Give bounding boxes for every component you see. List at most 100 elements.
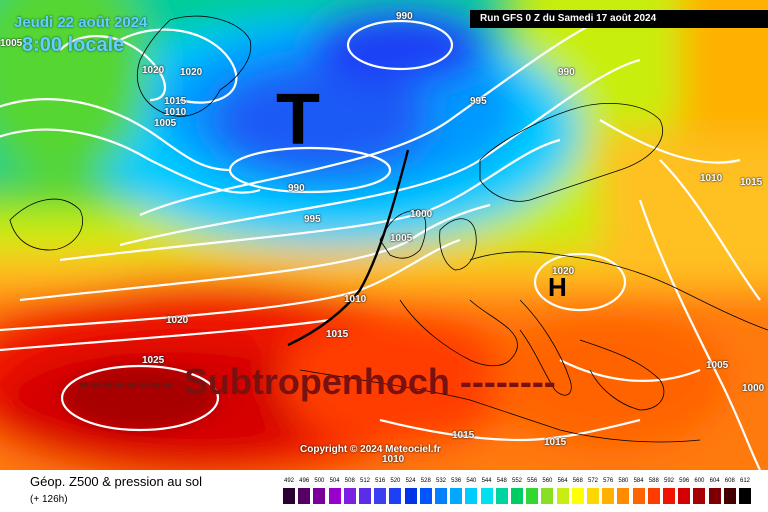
color-scale: 492 496 500 504 508 512 516 520 524 528 532 536 540 5… [282,478,756,506]
scale-swatch [359,488,371,504]
isobar-label: 1010 [382,454,405,465]
scale-swatch [419,488,432,504]
scale-swatch [465,488,478,504]
scale-label: 600 [694,478,705,484]
scale-swatch [511,488,523,504]
scale-label: 516 [375,478,386,484]
copyright: Copyright © 2024 Meteociel.fr [300,444,441,455]
scale-swatch [678,488,691,504]
isobar-label: 990 [396,11,413,22]
scale-label: 512 [359,478,370,484]
scale-label: 500 [314,478,325,484]
scale-swatch [541,488,554,504]
isobar-label: 1005 [390,233,413,244]
isobar-label: 995 [470,96,487,107]
scale-swatch [663,488,675,504]
cold-front-line [287,149,410,347]
scale-label: 556 [527,478,538,484]
scale-swatch [389,488,402,504]
scale-swatch [313,488,326,504]
scale-swatch [283,488,295,504]
scale-swatch [343,488,356,504]
high-core [62,366,218,430]
subtropical-high-annotation: -------- Subtropenhoch -------- [78,361,556,402]
coastlines [9,15,768,443]
lead-time: (+ 126h) [30,494,68,505]
scale-label: 520 [390,478,401,484]
scale-swatch [298,488,311,504]
scale-swatch [571,488,584,504]
scale-label: 564 [557,478,568,484]
isobar-label: 1015 [326,329,349,340]
isobar-label: 1025 [142,355,165,366]
scale-swatch [556,488,569,504]
scale-label: 496 [299,478,310,484]
scale-swatch [632,488,645,504]
isobar-label: 1010 [164,107,187,118]
scale-label: 492 [283,478,294,484]
field-title: Géop. Z500 & pression au sol [30,474,202,489]
scale-label: 540 [466,478,477,484]
scale-swatch [328,488,341,504]
scale-label: 552 [511,478,522,484]
isobar-label: 1020 [552,266,575,277]
scale-swatch [647,488,660,504]
scale-label: 536 [451,478,462,484]
scale-label: 532 [435,478,446,484]
scale-label: 584 [633,478,644,484]
weather-map [0,0,768,470]
isobar-label: 1020 [166,315,189,326]
scale-swatch [723,488,736,504]
scale-swatch [739,488,751,504]
isobars [0,19,761,470]
isobar-label: 990 [558,67,575,78]
scale-swatch [602,488,615,504]
scale-swatch [693,488,706,504]
isobar-label: 1020 [142,65,165,76]
scale-label: 588 [648,478,659,484]
scale-swatch [617,488,630,504]
scale-swatch [526,488,539,504]
isobar-label: 1015 [740,177,763,188]
scale-label: 548 [496,478,507,484]
scale-swatch [435,488,447,504]
isobar-label: 1005 [706,360,729,371]
isobar-label: 990 [288,183,305,194]
scale-swatch [495,488,508,504]
scale-label: 524 [405,478,416,484]
scale-swatch [480,488,493,504]
scale-label: 604 [709,478,720,484]
forecast-date: Jeudi 22 août 2024 [14,14,148,31]
scale-swatch [374,488,387,504]
isobar-label: 1015 [544,437,567,448]
scale-label: 612 [739,478,750,484]
scale-label: 528 [420,478,431,484]
scale-label: 580 [618,478,629,484]
isobar-label: 1000 [742,383,765,394]
scale-label: 544 [481,478,492,484]
isobar-label: 1015 [164,96,187,107]
isobar-label: 1010 [700,173,723,184]
scale-label: 572 [587,478,598,484]
low-pressure-marker: T [276,80,320,160]
scale-label: 504 [329,478,340,484]
isobar-label: 1005 [0,38,23,49]
isobar-label: 1000 [410,209,433,220]
run-info: Run GFS 0 Z du Samedi 17 août 2024 [470,10,768,28]
scale-label: 592 [663,478,674,484]
scale-label: 608 [724,478,735,484]
scale-label: 576 [603,478,614,484]
isobar-label: 1005 [154,118,177,129]
scale-label: 596 [679,478,690,484]
scale-label: 508 [344,478,355,484]
scale-swatch [587,488,599,504]
high-pressure-marker: H [548,272,567,302]
isobar-label: 1020 [180,67,203,78]
scale-swatch [708,488,721,504]
forecast-time: 8:00 locale [22,34,125,56]
scale-label: 568 [572,478,583,484]
isobar-label: 1010 [344,294,367,305]
scale-swatch [450,488,463,504]
isobar-label: 1015 [452,430,475,441]
scale-swatch [404,488,417,504]
